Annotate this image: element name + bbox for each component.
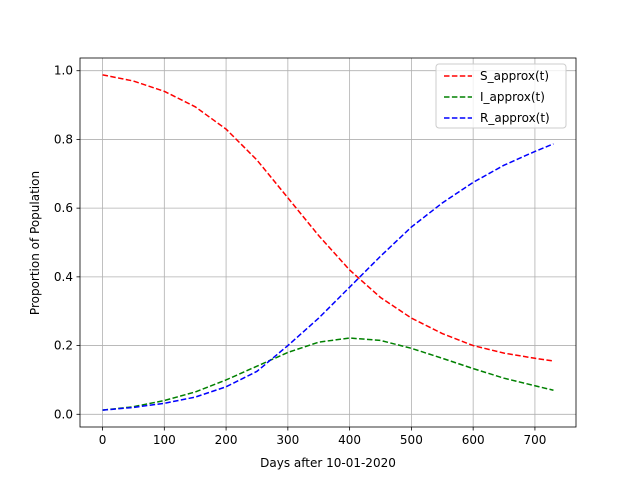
- x-tick-label: 100: [153, 433, 176, 447]
- x-tick-label: 700: [523, 433, 546, 447]
- x-tick-label: 200: [215, 433, 238, 447]
- plot-frame: [79, 57, 577, 428]
- series-line: [102, 143, 554, 411]
- legend-label: R_approx(t): [480, 111, 550, 125]
- y-tick-label: 0.0: [54, 407, 73, 421]
- y-axis-label: Proportion of Population: [28, 171, 42, 315]
- x-tick-label: 600: [462, 433, 485, 447]
- x-axis-label: Days after 10-01-2020: [260, 456, 396, 470]
- y-tick-label: 0.8: [54, 132, 73, 146]
- legend-label: S_approx(t): [480, 69, 549, 83]
- series-line: [102, 337, 554, 411]
- x-tick-label: 0: [99, 433, 107, 447]
- legend-label: I_approx(t): [480, 90, 545, 104]
- y-tick-label: 0.2: [54, 339, 73, 353]
- y-tick-label: 0.6: [54, 201, 73, 215]
- x-tick-label: 500: [400, 433, 423, 447]
- x-tick-label: 300: [276, 433, 299, 447]
- y-tick-label: 1.0: [54, 64, 73, 78]
- y-tick-label: 0.4: [54, 270, 73, 284]
- legend-box: [435, 63, 567, 129]
- x-tick-label: 400: [338, 433, 361, 447]
- series-line: [102, 74, 554, 362]
